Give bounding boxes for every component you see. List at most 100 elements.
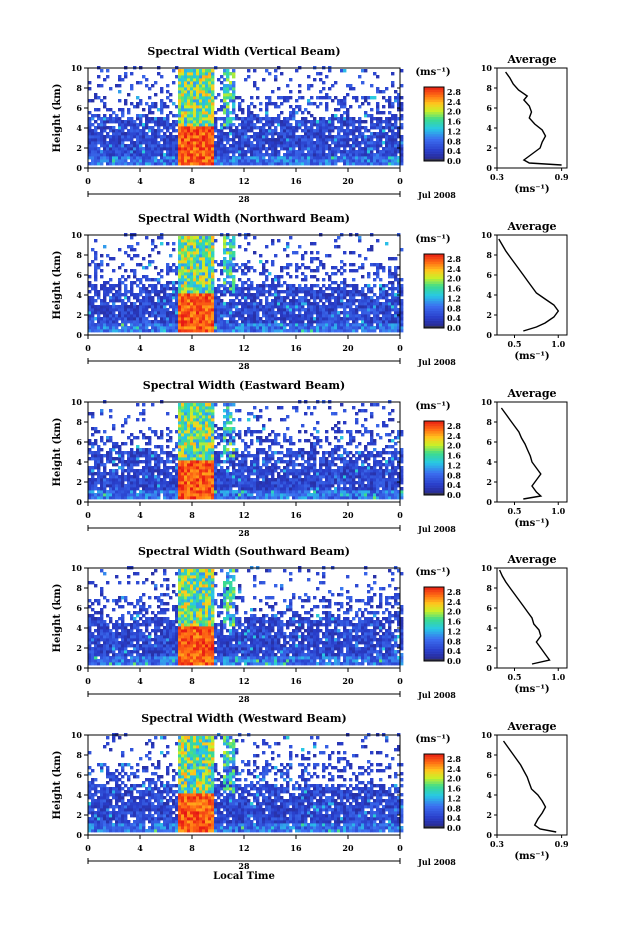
colorbar-tick-label: 2.0 xyxy=(447,107,461,117)
heatmap-cell xyxy=(256,162,260,166)
heatmap-cell xyxy=(112,153,116,157)
heatmap-cell xyxy=(385,147,389,151)
heatmap-cell xyxy=(319,135,323,139)
heatmap-cell xyxy=(121,487,125,491)
heatmap-cell xyxy=(370,263,374,267)
heatmap-cell xyxy=(361,317,365,321)
heatmap-cell xyxy=(202,251,206,255)
heatmap-cell xyxy=(334,108,338,112)
heatmap-cell xyxy=(172,475,176,479)
heatmap-cell xyxy=(145,311,149,315)
heatmap-cell xyxy=(394,266,398,270)
heatmap-cell xyxy=(274,102,278,106)
heatmap-cell xyxy=(148,108,152,112)
heatmap-cell xyxy=(163,493,167,497)
heatmap-cell xyxy=(205,275,209,279)
heatmap-cell xyxy=(187,108,191,112)
heatmap-cell xyxy=(109,147,113,151)
heatmap-cell xyxy=(208,141,212,145)
heatmap-cell xyxy=(190,245,194,249)
heatmap-cell xyxy=(145,475,149,479)
heatmap-cell xyxy=(220,150,224,154)
heatmap-cell xyxy=(190,159,194,163)
heatmap-cell xyxy=(196,293,200,297)
colorbar-segment xyxy=(424,116,444,120)
heatmap-cell xyxy=(97,445,101,449)
heatmap-cell xyxy=(292,141,296,145)
heatmap-cell xyxy=(100,475,104,479)
heatmap-cell xyxy=(91,457,95,461)
heatmap-cell xyxy=(169,320,173,324)
heatmap-cell xyxy=(190,102,194,106)
heatmap-cell xyxy=(169,269,173,273)
heatmap-cell xyxy=(379,120,383,124)
heatmap-cell xyxy=(226,272,230,276)
heatmap-cell xyxy=(190,448,194,452)
heatmap-cell xyxy=(286,314,290,318)
heatmap-cell xyxy=(100,263,104,267)
heatmap-cell xyxy=(121,475,125,479)
heatmap-cell xyxy=(109,138,113,142)
heatmap-cell xyxy=(280,317,284,321)
heatmap-cell xyxy=(193,263,197,267)
heatmap-cell xyxy=(103,117,107,121)
heatmap-cell xyxy=(205,99,209,103)
heatmap-cell xyxy=(199,269,203,273)
heatmap-cell xyxy=(115,323,119,327)
colorbar-tick-label: 2.4 xyxy=(447,97,461,107)
heatmap-cell xyxy=(379,123,383,127)
colorbar-segment xyxy=(424,109,444,112)
heatmap-cell xyxy=(109,439,113,443)
heatmap-cell xyxy=(352,284,356,288)
heatmap-cell xyxy=(352,87,356,91)
heatmap-cell xyxy=(340,153,344,157)
heatmap-cell xyxy=(265,245,269,249)
heatmap-cell xyxy=(250,159,254,163)
heatmap-cell xyxy=(181,490,185,494)
heatmap-cell xyxy=(214,123,218,127)
heatmap-cell xyxy=(136,311,140,315)
heatmap-cell xyxy=(235,159,239,163)
heatmap-cell xyxy=(319,314,323,318)
heatmap-cell xyxy=(226,93,230,97)
heatmap-cell xyxy=(181,436,185,440)
heatmap-cell xyxy=(178,105,182,109)
heatmap-cell xyxy=(103,463,107,467)
heatmap-cell xyxy=(211,108,215,112)
heatmap-cell xyxy=(184,290,188,294)
heatmap-cell xyxy=(142,472,146,476)
heatmap-cell xyxy=(223,242,227,246)
heatmap-cell xyxy=(226,69,230,73)
heatmap-cell xyxy=(373,144,377,148)
heatmap-cell xyxy=(181,287,185,291)
heatmap-cell xyxy=(142,484,146,488)
heatmap-cell xyxy=(247,156,251,160)
heatmap-cell xyxy=(121,460,125,464)
heatmap-cell xyxy=(127,460,131,464)
heatmap-cell xyxy=(184,72,188,76)
heatmap-cell xyxy=(256,287,260,291)
heatmap-cell xyxy=(157,272,161,276)
heatmap-cell xyxy=(286,287,290,291)
heatmap-cell xyxy=(202,162,206,166)
heatmap-cell xyxy=(130,257,134,261)
heatmap-cell xyxy=(127,487,131,491)
heatmap-cell xyxy=(262,117,266,121)
heatmap-cell xyxy=(283,302,287,306)
heatmap-cell xyxy=(115,147,119,151)
heatmap-cell xyxy=(223,144,227,148)
heatmap-cell xyxy=(196,153,200,157)
heatmap-cell xyxy=(187,257,191,261)
heatmap-cell xyxy=(376,239,380,243)
heatmap-cell xyxy=(235,284,239,288)
heatmap-cell xyxy=(217,311,221,315)
heatmap-cell xyxy=(175,120,179,124)
heatmap-cell xyxy=(277,299,281,303)
heatmap-cell xyxy=(226,275,230,279)
heatmap-cell xyxy=(388,314,392,318)
heatmap-cell xyxy=(190,108,194,112)
heatmap-cell xyxy=(223,153,227,157)
heatmap-cell xyxy=(316,132,320,136)
heatmap-cell xyxy=(373,314,377,318)
heatmap-cell xyxy=(328,323,332,327)
